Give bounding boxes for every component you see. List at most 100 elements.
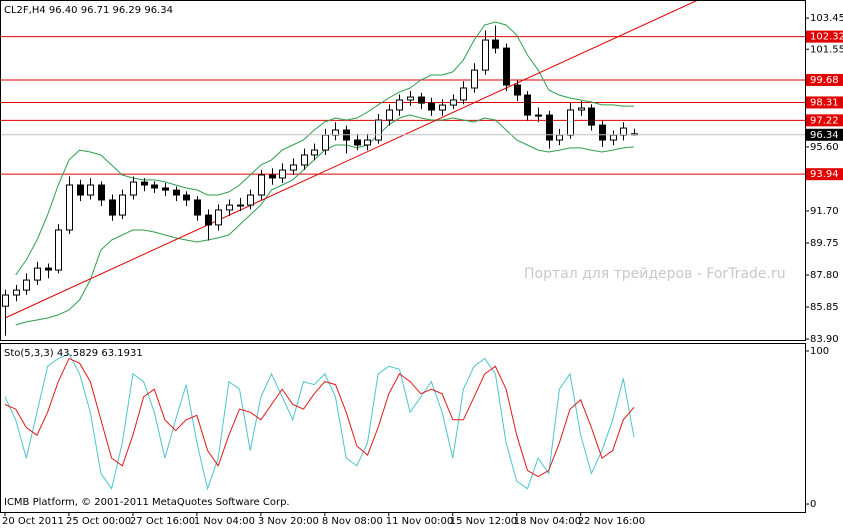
- x-tick-label: 27 Oct 16:00: [130, 516, 195, 527]
- level-label-box: [806, 114, 843, 127]
- level-label: 102.32: [810, 32, 843, 43]
- candle-body: [183, 194, 190, 201]
- candle-body: [23, 279, 30, 291]
- candle-body: [55, 229, 62, 271]
- oscillator-panel: [4, 353, 635, 491]
- candle-body: [503, 47, 510, 86]
- y-tick-label: 83.90: [810, 334, 839, 345]
- candle-body: [610, 134, 617, 141]
- candle-body: [396, 99, 403, 111]
- level-label: 93.94: [810, 169, 839, 180]
- candle-body: [66, 184, 73, 231]
- candle-body: [460, 87, 467, 101]
- candle-body: [524, 94, 531, 116]
- candle-body: [173, 189, 180, 196]
- candle-body: [301, 154, 308, 166]
- indicator-line: [4, 357, 635, 478]
- candle-body: [354, 139, 361, 146]
- candle-body: [588, 107, 595, 126]
- candle-body: [439, 104, 446, 111]
- watermark: Портал для трейдеров - ForTrade.ru: [524, 266, 786, 282]
- trend-line: [4, 0, 699, 319]
- candle-body: [226, 204, 233, 211]
- candle-body: [151, 184, 158, 189]
- level-label: 99.68: [810, 75, 839, 86]
- candle-body: [141, 181, 148, 186]
- indicator-line: [4, 353, 635, 491]
- candle-body: [130, 181, 137, 196]
- candle-body: [471, 69, 478, 89]
- y-tick-label: 87.80: [810, 270, 839, 281]
- x-tick-label: 20 Oct 2011: [2, 516, 64, 527]
- candle-body: [567, 109, 574, 136]
- candle-body: [428, 102, 435, 111]
- candle-body: [375, 119, 382, 141]
- level-label-box: [806, 73, 843, 86]
- price-frame: [0, 0, 806, 341]
- x-tick-label: 11 Nov 00:00: [386, 516, 453, 527]
- last-price-box: [806, 128, 843, 141]
- level-label: 98.31: [810, 97, 839, 108]
- y-tick-label: 85.85: [810, 302, 839, 313]
- candle-body: [450, 99, 457, 106]
- oscillator-frame: [0, 343, 806, 513]
- candle-body: [322, 134, 329, 151]
- level-label: 97.22: [810, 115, 839, 126]
- candle-body: [237, 204, 244, 207]
- candle-body: [258, 174, 265, 196]
- y-tick-label: 103.45: [810, 13, 843, 24]
- candle-body: [162, 187, 169, 191]
- candle-body: [215, 209, 222, 226]
- y-tick-label: 89.75: [810, 238, 839, 249]
- chart-title: CL2F,H4 96.40 96.71 96.29 96.34: [4, 5, 173, 16]
- candle-body: [269, 174, 276, 179]
- candle-body: [87, 184, 94, 196]
- candle-body: [407, 96, 414, 101]
- last-price-label: 96.34: [810, 130, 839, 141]
- level-label-box: [806, 30, 843, 43]
- candle-body: [599, 124, 606, 141]
- copyright: ICMB Platform, © 2001-2011 MetaQuotes So…: [4, 497, 290, 508]
- candle-body: [492, 39, 499, 49]
- candle-body: [2, 294, 9, 307]
- candle-body: [77, 184, 84, 196]
- candle-body: [578, 107, 585, 111]
- x-tick-label: 25 Oct 00:00: [66, 516, 131, 527]
- candle-body: [556, 134, 563, 141]
- candle-body: [364, 139, 371, 146]
- y-tick-label: 0: [810, 499, 816, 510]
- candle-body: [514, 84, 521, 96]
- candle-body: [194, 199, 201, 216]
- candle-body: [13, 289, 20, 296]
- indicator-title: Sto(5,3,3) 43.5829 63.1931: [4, 348, 143, 359]
- candle-body: [279, 169, 286, 179]
- candle-body: [418, 96, 425, 104]
- candle-body: [34, 267, 41, 281]
- level-label-box: [806, 96, 843, 109]
- x-tick-label: 15 Nov 12:00: [450, 516, 517, 527]
- candle-body: [386, 109, 393, 121]
- candle-body: [247, 194, 254, 206]
- x-tick-label: 8 Nov 08:00: [322, 516, 383, 527]
- x-tick-label: 3 Nov 20:00: [258, 516, 319, 527]
- candle-body: [620, 127, 627, 136]
- x-tick-label: 18 Nov 04:00: [514, 516, 581, 527]
- x-tick-label: 1 Nov 04:00: [194, 516, 255, 527]
- candle-body: [119, 194, 126, 216]
- candle-body: [109, 199, 116, 216]
- y-tick-label: 101.55: [810, 44, 843, 55]
- candle-body: [98, 184, 105, 201]
- y-tick-label: 95.60: [810, 142, 839, 153]
- candle-body: [311, 149, 318, 156]
- candle-body: [45, 267, 52, 271]
- candle-body: [205, 214, 212, 226]
- band-line: [15, 21, 634, 276]
- price-panel: [0, 0, 805, 336]
- candle-body: [290, 164, 297, 171]
- y-tick-label: 91.70: [810, 206, 839, 217]
- candle-body: [482, 39, 489, 71]
- y-tick-label: 100: [810, 346, 829, 357]
